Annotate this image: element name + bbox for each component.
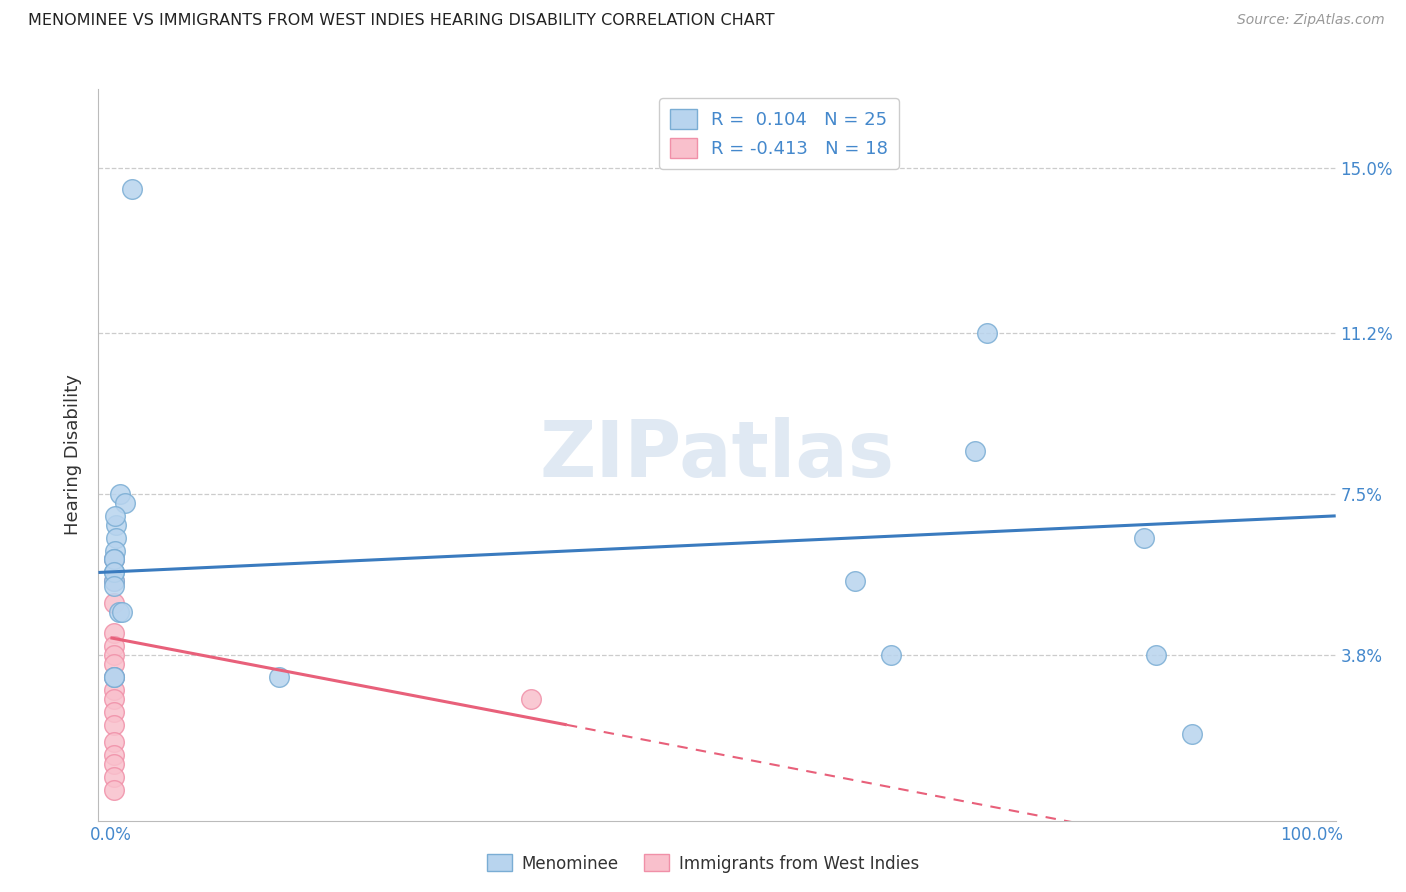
Text: Source: ZipAtlas.com: Source: ZipAtlas.com (1237, 13, 1385, 28)
Point (103, 626, 125, 640)
Legend: R =  0.104   N = 25, R = -0.413   N = 18: R = 0.104 N = 25, R = -0.413 N = 18 (659, 98, 898, 169)
Text: ZIPatlas: ZIPatlas (540, 417, 894, 493)
Point (103, 596, 125, 610)
Point (1180, 726, 1202, 740)
Point (111, 605, 134, 619)
Point (103, 640, 125, 654)
Point (105, 517, 128, 532)
Point (103, 574, 125, 589)
Point (103, 718, 125, 732)
Point (108, 605, 131, 619)
Point (103, 691, 125, 706)
Point (267, 670, 290, 684)
Point (880, 648, 903, 663)
Point (103, 748, 125, 763)
Point (103, 705, 125, 719)
Point (103, 657, 125, 671)
Point (1144, 648, 1167, 663)
Point (105, 531, 128, 545)
Point (103, 757, 125, 772)
Point (103, 552, 125, 566)
Point (103, 735, 125, 749)
Point (114, 496, 136, 510)
Point (103, 648, 125, 663)
Y-axis label: Hearing Disability: Hearing Disability (65, 375, 83, 535)
Point (103, 670, 125, 684)
Point (103, 683, 125, 698)
Legend: Menominee, Immigrants from West Indies: Menominee, Immigrants from West Indies (479, 847, 927, 880)
Point (103, 783, 125, 797)
Point (844, 574, 866, 589)
Point (104, 508, 127, 523)
Point (121, 182, 143, 196)
Point (108, 487, 131, 501)
Text: MENOMINEE VS IMMIGRANTS FROM WEST INDIES HEARING DISABILITY CORRELATION CHART: MENOMINEE VS IMMIGRANTS FROM WEST INDIES… (28, 13, 775, 29)
Point (103, 566, 125, 580)
Point (976, 326, 998, 340)
Point (103, 770, 125, 784)
Point (103, 574, 125, 589)
Point (103, 670, 125, 684)
Point (103, 552, 125, 566)
Point (965, 443, 987, 458)
Point (104, 543, 127, 558)
Point (520, 691, 543, 706)
Point (103, 566, 125, 580)
Point (103, 578, 125, 592)
Point (103, 670, 125, 684)
Point (1132, 531, 1154, 545)
Point (103, 552, 125, 566)
